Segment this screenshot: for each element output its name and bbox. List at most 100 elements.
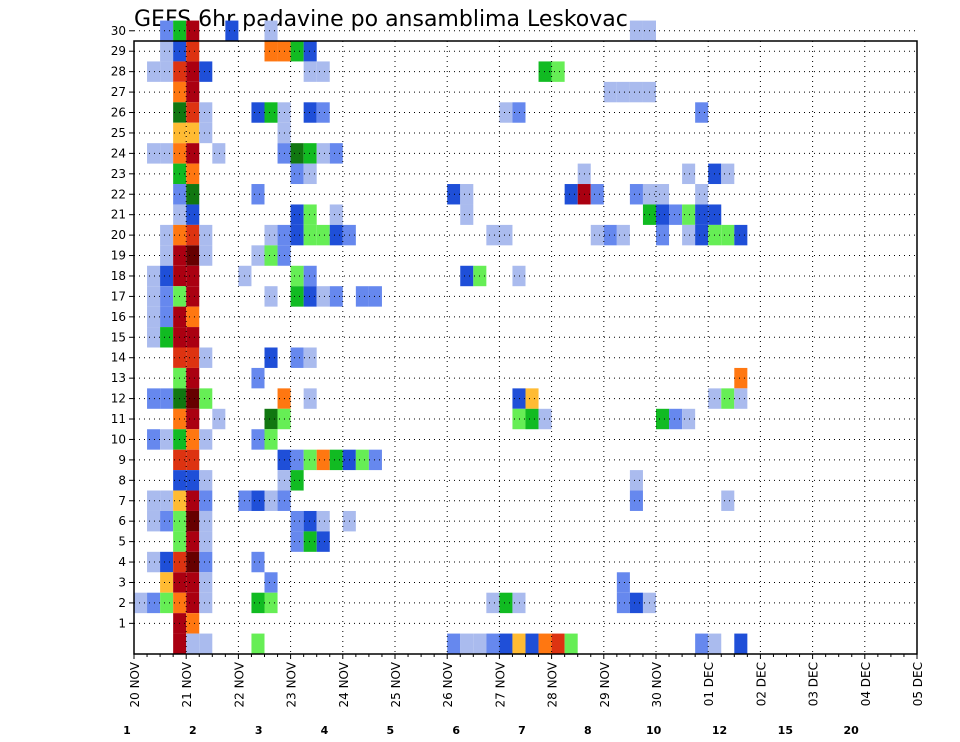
heatmap-cell <box>160 551 174 573</box>
heatmap-cell <box>160 224 174 246</box>
x-tick-label: 28 NOV <box>546 661 560 707</box>
y-tick-label: 18 <box>111 269 126 283</box>
heatmap-cell <box>682 408 696 430</box>
heatmap-cells <box>134 20 748 654</box>
heatmap-cell <box>303 347 317 368</box>
y-tick-label: 21 <box>111 208 126 222</box>
heatmap-cell <box>251 245 265 266</box>
heatmap-cell <box>186 204 200 225</box>
heatmap-cell <box>160 286 174 307</box>
heatmap-cell <box>538 61 552 82</box>
heatmap-cell <box>616 224 630 246</box>
heatmap-cell <box>290 470 304 491</box>
heatmap-cell <box>264 41 278 62</box>
heatmap-cell <box>186 408 200 430</box>
colorbar: 1 2 3 4 5 6 7 8 10 12 15 20 <box>123 724 859 737</box>
x-tick-label: 03 DEC <box>807 662 821 706</box>
x-tick-label: 21 NOV <box>180 661 194 707</box>
heatmap-cell <box>656 408 670 430</box>
x-tick-label: 23 NOV <box>285 661 299 707</box>
heatmap-cell <box>160 490 174 511</box>
heatmap-cell <box>186 306 200 328</box>
y-tick-label: 15 <box>111 330 126 344</box>
heatmap-cell <box>147 388 161 409</box>
heatmap-cell <box>303 286 317 307</box>
y-tick-label: 25 <box>111 126 126 140</box>
heatmap-cell <box>147 592 161 614</box>
heatmap-cell <box>538 633 552 654</box>
heatmap-cell <box>656 224 670 246</box>
heatmap-cell <box>186 41 200 62</box>
x-tick-label: 24 NOV <box>337 661 351 707</box>
heatmap-cell <box>160 20 174 41</box>
heatmap-cell <box>251 367 265 389</box>
heatmap-cell <box>695 184 709 205</box>
colorbar-label: 7 <box>518 724 526 737</box>
heatmap-cell <box>316 61 330 82</box>
heatmap-cell <box>199 102 213 123</box>
heatmap-cell <box>147 510 161 532</box>
x-tick-label: 02 DEC <box>754 662 768 706</box>
heatmap-cell <box>264 245 278 266</box>
heatmap-cell <box>290 265 304 287</box>
heatmap-cell <box>629 81 643 103</box>
heatmap-cell <box>186 633 200 654</box>
heatmap-cell <box>186 327 200 348</box>
heatmap-cell <box>303 204 317 225</box>
heatmap-cell <box>186 265 200 287</box>
heatmap-cell <box>186 510 200 532</box>
heatmap-cell <box>290 204 304 225</box>
y-tick-label: 19 <box>111 249 126 263</box>
colorbar-label: 2 <box>189 724 197 737</box>
heatmap-cell <box>447 184 461 205</box>
heatmap-cell <box>682 204 696 225</box>
heatmap-cell <box>473 633 487 654</box>
heatmap-cell <box>186 470 200 491</box>
colorbar-label: 10 <box>646 724 662 737</box>
heatmap-cell <box>460 633 474 654</box>
heatmap-cell <box>316 449 330 471</box>
heatmap-cell <box>251 102 265 123</box>
heatmap-cell <box>682 163 696 185</box>
heatmap-cell <box>525 408 539 430</box>
heatmap-cell <box>160 510 174 532</box>
x-tick-label: 26 NOV <box>441 661 455 707</box>
heatmap-cell <box>486 224 500 246</box>
heatmap-cell <box>303 510 317 532</box>
heatmap-cell <box>199 633 213 654</box>
heatmap-cell <box>147 551 161 573</box>
y-tick-label: 12 <box>111 392 126 406</box>
heatmap-cell <box>303 163 317 185</box>
heatmap-cell <box>525 388 539 409</box>
heatmap-cell <box>303 388 317 409</box>
heatmap-cell <box>316 286 330 307</box>
y-axis: 1234567891011121314151617181920212223242… <box>111 24 134 630</box>
heatmap-cell <box>264 408 278 430</box>
y-tick-label: 22 <box>111 187 126 201</box>
heatmap-cell <box>290 347 304 368</box>
heatmap-cell <box>186 122 200 144</box>
heatmap-cell <box>695 224 709 246</box>
heatmap-cell <box>186 61 200 82</box>
heatmap-cell <box>695 204 709 225</box>
heatmap-cell <box>316 510 330 532</box>
heatmap-cell <box>290 286 304 307</box>
heatmap-cell <box>290 531 304 552</box>
heatmap-cell <box>512 408 526 430</box>
heatmap-cell <box>199 245 213 266</box>
heatmap-cell <box>721 388 735 409</box>
heatmap-cell <box>460 184 474 205</box>
heatmap-cell <box>199 592 213 614</box>
heatmap-cell <box>186 245 200 266</box>
heatmap-cell <box>186 347 200 368</box>
heatmap-cell <box>147 61 161 82</box>
heatmap-cell <box>695 102 709 123</box>
heatmap-cell <box>460 265 474 287</box>
heatmap-cell <box>329 286 343 307</box>
colorbar-label: 8 <box>584 724 592 737</box>
x-tick-label: 05 DEC <box>911 662 925 706</box>
x-tick-label: 29 NOV <box>598 661 612 707</box>
heatmap-cell <box>616 572 630 593</box>
heatmap-cell <box>160 61 174 82</box>
